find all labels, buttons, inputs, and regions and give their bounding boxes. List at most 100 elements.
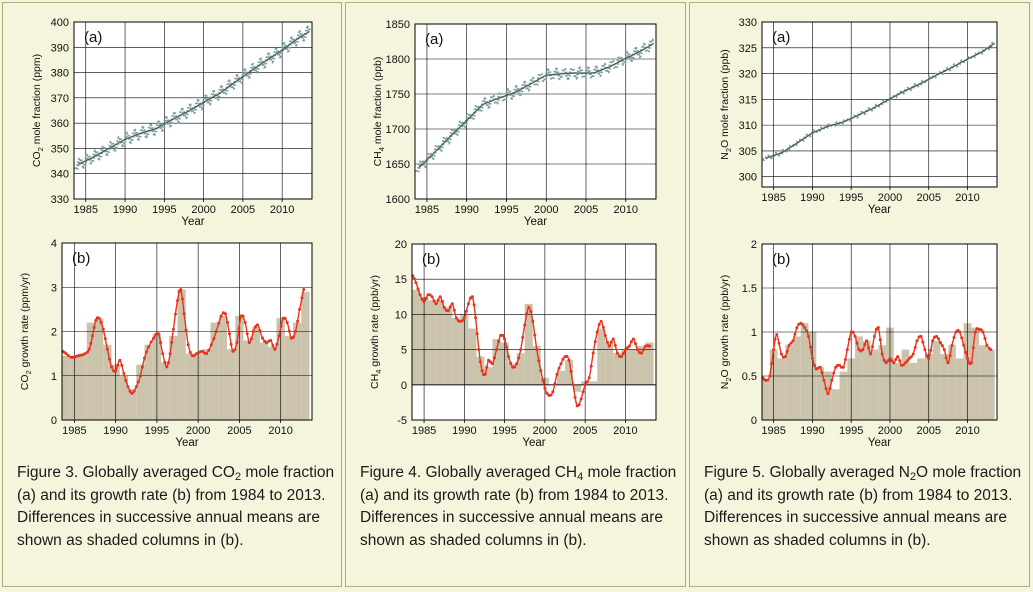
- growth-column: [932, 340, 941, 420]
- growth-column: [613, 353, 622, 385]
- growth-column: [862, 340, 871, 420]
- x-tick-label: 1990: [452, 425, 476, 437]
- y-tick-label: 0: [51, 415, 57, 427]
- growth-rate-point: [913, 345, 917, 349]
- y-tick-label: 310: [739, 120, 757, 132]
- growth-rate-point: [450, 302, 454, 306]
- growth-column: [870, 349, 879, 420]
- y-axis-label-start: CO: [31, 151, 43, 167]
- x-tick-label: 1995: [145, 425, 169, 437]
- growth-rate-point: [531, 319, 535, 323]
- y-axis-label-end: mole fraction (ppb): [372, 57, 384, 147]
- growth-rate-point: [603, 334, 607, 337]
- growth-rate-point: [114, 369, 118, 373]
- x-axis-label: Year: [868, 437, 891, 449]
- growth-rate-point: [886, 359, 890, 363]
- growth-rate-point: [597, 323, 601, 326]
- growth-rate-point: [152, 336, 156, 340]
- growth-rate-point: [285, 321, 289, 325]
- growth-rate-point: [472, 303, 476, 307]
- growth-rate-point: [167, 361, 170, 365]
- panel-label: (b): [422, 251, 440, 268]
- growth-rate-point: [805, 329, 809, 333]
- y-tick-label: 330: [739, 17, 757, 29]
- growth-rate-point: [591, 351, 595, 355]
- growth-rate-point: [632, 337, 635, 341]
- panel-label: (a): [84, 29, 102, 46]
- growth-rate-point: [105, 347, 109, 351]
- growth-rate-point: [495, 348, 499, 352]
- growth-rate-point: [149, 340, 153, 344]
- deseasonalized-trend-line: [418, 43, 654, 168]
- growth-rate-point: [145, 350, 148, 354]
- growth-rate-point: [909, 355, 913, 359]
- growth-rate-point: [871, 345, 874, 349]
- growth-rate-point: [171, 327, 175, 331]
- growth-rate-point: [882, 358, 886, 362]
- growth-rate-point: [424, 297, 428, 300]
- growth-rate-point: [605, 340, 609, 344]
- growth-column: [824, 371, 832, 420]
- growth-rate-point: [853, 334, 857, 338]
- growth-rate-point: [85, 350, 89, 354]
- growth-rate-point: [159, 341, 163, 345]
- growth-column: [855, 336, 863, 420]
- growth-rate-point: [432, 299, 436, 303]
- y-tick-label: 1800: [386, 54, 410, 66]
- growth-rate-point: [958, 330, 962, 334]
- growth-rate-point: [812, 363, 816, 367]
- growth-rate-point: [83, 352, 87, 356]
- y-axis-label-subscript: 4: [377, 147, 386, 151]
- growth-column: [508, 363, 517, 385]
- y-axis-label-start: N: [719, 382, 731, 390]
- growth-rate-point: [789, 341, 793, 345]
- growth-rate-point: [273, 347, 277, 351]
- y-tick-label: 15: [395, 274, 407, 286]
- growth-rate-point: [416, 287, 420, 291]
- x-axis-label: Year: [524, 216, 547, 228]
- growth-rate-point: [640, 351, 643, 355]
- x-axis-label: Year: [181, 216, 204, 228]
- y-axis-label-start: CO: [19, 374, 31, 390]
- growth-rate-point: [929, 348, 933, 352]
- growth-rate-point: [132, 389, 136, 393]
- growth-rate-point: [487, 358, 490, 362]
- growth-rate-point: [271, 344, 275, 347]
- growth-rate-point: [555, 372, 559, 376]
- x-tick-label: 2005: [231, 204, 255, 216]
- growth-rate-point: [535, 348, 539, 352]
- growth-rate-point: [124, 379, 128, 383]
- growth-rate-point: [629, 340, 633, 344]
- growth-rate-point: [165, 365, 169, 369]
- growth-rate-point: [809, 345, 812, 349]
- growth-rate-point: [845, 348, 849, 352]
- y-axis-label-subscript: 4: [374, 370, 383, 374]
- growth-rate-point: [969, 361, 973, 365]
- growth-rate-point: [935, 334, 938, 338]
- growth-rate-point: [103, 337, 107, 341]
- growth-rate-point: [867, 346, 871, 350]
- growth-rate-point: [474, 316, 478, 320]
- growth-rate-point: [519, 348, 523, 352]
- growth-rate-line: [62, 288, 305, 395]
- growth-rate-point: [621, 352, 625, 356]
- x-axis-label: Year: [868, 204, 891, 216]
- plot-area: [415, 24, 656, 199]
- growth-rate-point: [890, 359, 894, 363]
- y-tick-label: 330: [51, 194, 69, 206]
- growth-rate-point: [964, 350, 968, 354]
- growth-rate-point: [642, 348, 645, 352]
- growth-rate-point: [529, 310, 533, 313]
- growth-rate-point: [294, 330, 297, 333]
- growth-rate-point: [136, 380, 140, 384]
- x-tick-label: 1985: [761, 192, 785, 204]
- y-tick-label: 300: [739, 172, 757, 184]
- growth-rate-point: [233, 348, 237, 352]
- growth-column: [948, 345, 956, 420]
- growth-rate-point: [485, 365, 489, 369]
- growth-rate-point: [634, 342, 637, 346]
- growth-column: [986, 349, 995, 420]
- y-tick-label: 2: [51, 327, 57, 339]
- growth-rate-point: [892, 361, 896, 365]
